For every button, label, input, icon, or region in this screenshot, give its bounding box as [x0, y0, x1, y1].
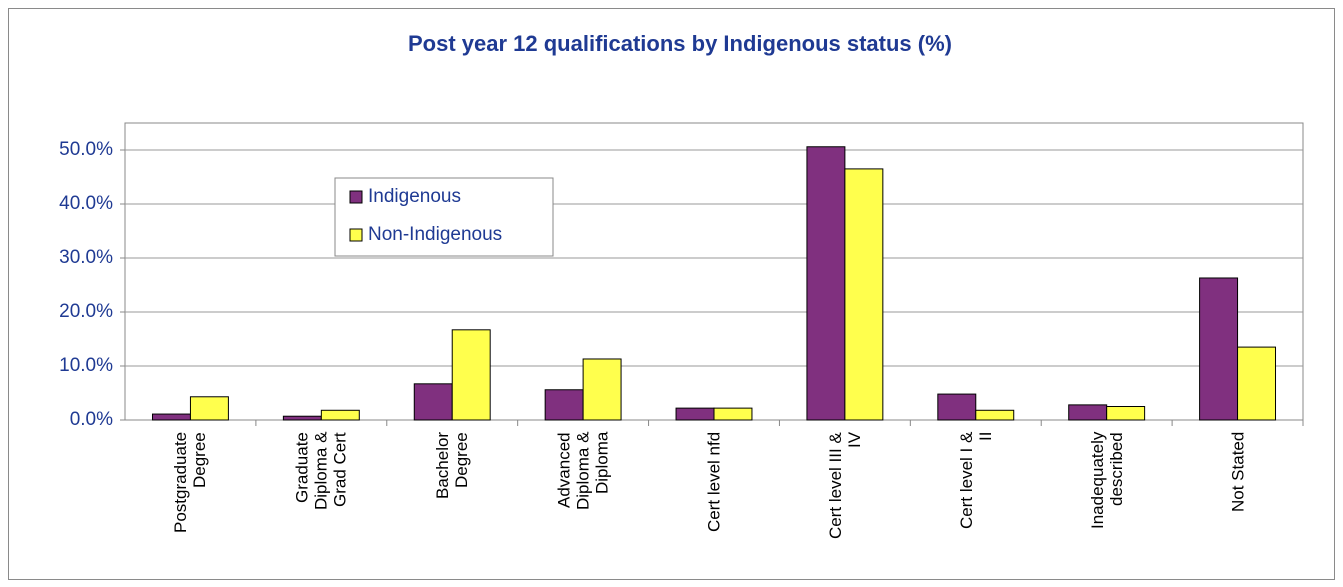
x-tick-label: Bachelor Degree: [433, 432, 472, 500]
x-tick-label: Inadequately described: [1087, 432, 1126, 530]
y-tick-label: 30.0%: [59, 247, 113, 268]
plot-area: [124, 122, 1304, 421]
legend-label: Indigenous: [368, 186, 461, 207]
bar: [320, 409, 360, 421]
x-tick-label: Graduate Diploma & Grad Cert: [292, 432, 350, 511]
chart-border: [8, 8, 1335, 580]
x-tick-label: Cert level nfd: [704, 432, 724, 533]
x-tick-label: Not Stated: [1228, 432, 1248, 513]
bar: [975, 409, 1015, 421]
legend-box: [334, 177, 554, 257]
bar: [151, 413, 191, 421]
legend-label: Non-Indigenous: [368, 224, 502, 245]
x-tick-label: Cert level III & IV: [825, 432, 864, 539]
bar: [544, 389, 584, 421]
x-tick-label: Postgraduate Degree: [171, 432, 210, 534]
bar: [1237, 346, 1277, 421]
bar: [675, 407, 715, 421]
bar: [1106, 406, 1146, 421]
bar: [1068, 404, 1108, 421]
y-tick-label: 10.0%: [59, 355, 113, 376]
x-tick-label: Advanced Diploma & Diploma: [554, 432, 612, 511]
bar: [937, 393, 977, 421]
y-tick-label: 40.0%: [59, 193, 113, 214]
legend-swatch: [349, 190, 363, 204]
bar: [806, 146, 846, 421]
bar: [844, 168, 884, 421]
bar: [713, 407, 753, 421]
x-tick-label: Cert level I & II: [956, 432, 995, 530]
bar: [451, 329, 491, 421]
bar: [1199, 277, 1239, 421]
legend-swatch: [349, 228, 363, 242]
bar: [189, 396, 229, 421]
bar: [282, 415, 322, 421]
y-tick-label: 0.0%: [70, 409, 113, 430]
y-tick-label: 50.0%: [59, 139, 113, 160]
y-tick-label: 20.0%: [59, 301, 113, 322]
bar: [413, 383, 453, 421]
bar: [582, 358, 622, 421]
chart-title: Post year 12 qualifications by Indigenou…: [408, 31, 952, 56]
